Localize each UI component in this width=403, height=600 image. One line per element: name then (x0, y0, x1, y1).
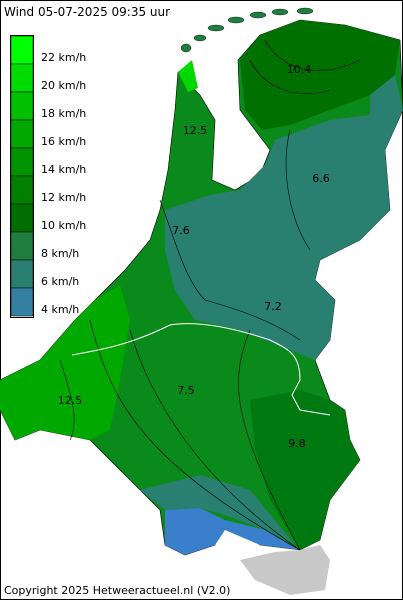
legend-label: 20 km/h (41, 79, 86, 92)
contour-label: 7.2 (264, 300, 282, 313)
legend-label: 22 km/h (41, 51, 86, 64)
legend-swatch (10, 259, 34, 289)
legend-swatch (10, 119, 34, 149)
legend-swatch (10, 231, 34, 261)
teal-ne (370, 75, 403, 150)
legend-swatch (10, 287, 34, 317)
copyright: Copyright 2025 Hetweeractueel.nl (V2.0) (4, 584, 230, 597)
legend-frame (10, 35, 34, 318)
legend-label: 12 km/h (41, 191, 86, 204)
legend-swatch (10, 203, 34, 233)
teal-south (140, 475, 295, 545)
islands (180, 7, 314, 53)
contour-label: 12.5 (183, 124, 208, 137)
dark-green-region (240, 20, 400, 130)
teal-region (165, 115, 390, 360)
west-green (0, 285, 130, 440)
se-green (250, 390, 360, 550)
title: Wind 05-07-2025 09:35 uur (4, 5, 170, 19)
contour-label: 12.5 (58, 394, 83, 407)
contour-lines (59, 39, 361, 551)
legend-swatch (10, 175, 34, 205)
legend-label: 6 km/h (41, 275, 79, 288)
legend-swatch (10, 147, 34, 177)
contour-label: 7.6 (172, 224, 190, 237)
legend-swatch (10, 35, 34, 65)
legend-swatch (10, 63, 34, 93)
legend-label: 16 km/h (41, 135, 86, 148)
grey-region (240, 545, 330, 595)
blue-region (165, 508, 300, 555)
legend-label: 10 km/h (41, 219, 86, 232)
legend-label: 18 km/h (41, 107, 86, 120)
contour-label: 7.5 (177, 384, 195, 397)
border-line (71, 323, 331, 416)
bright-region (178, 60, 198, 92)
contour-label: 9.8 (288, 437, 306, 450)
legend-label: 4 km/h (41, 303, 79, 316)
contour-label: 10.4 (287, 63, 312, 76)
legend-label: 14 km/h (41, 163, 86, 176)
contour-label: 6.6 (312, 172, 330, 185)
legend-label: 8 km/h (41, 247, 79, 260)
legend-swatch (10, 91, 34, 121)
